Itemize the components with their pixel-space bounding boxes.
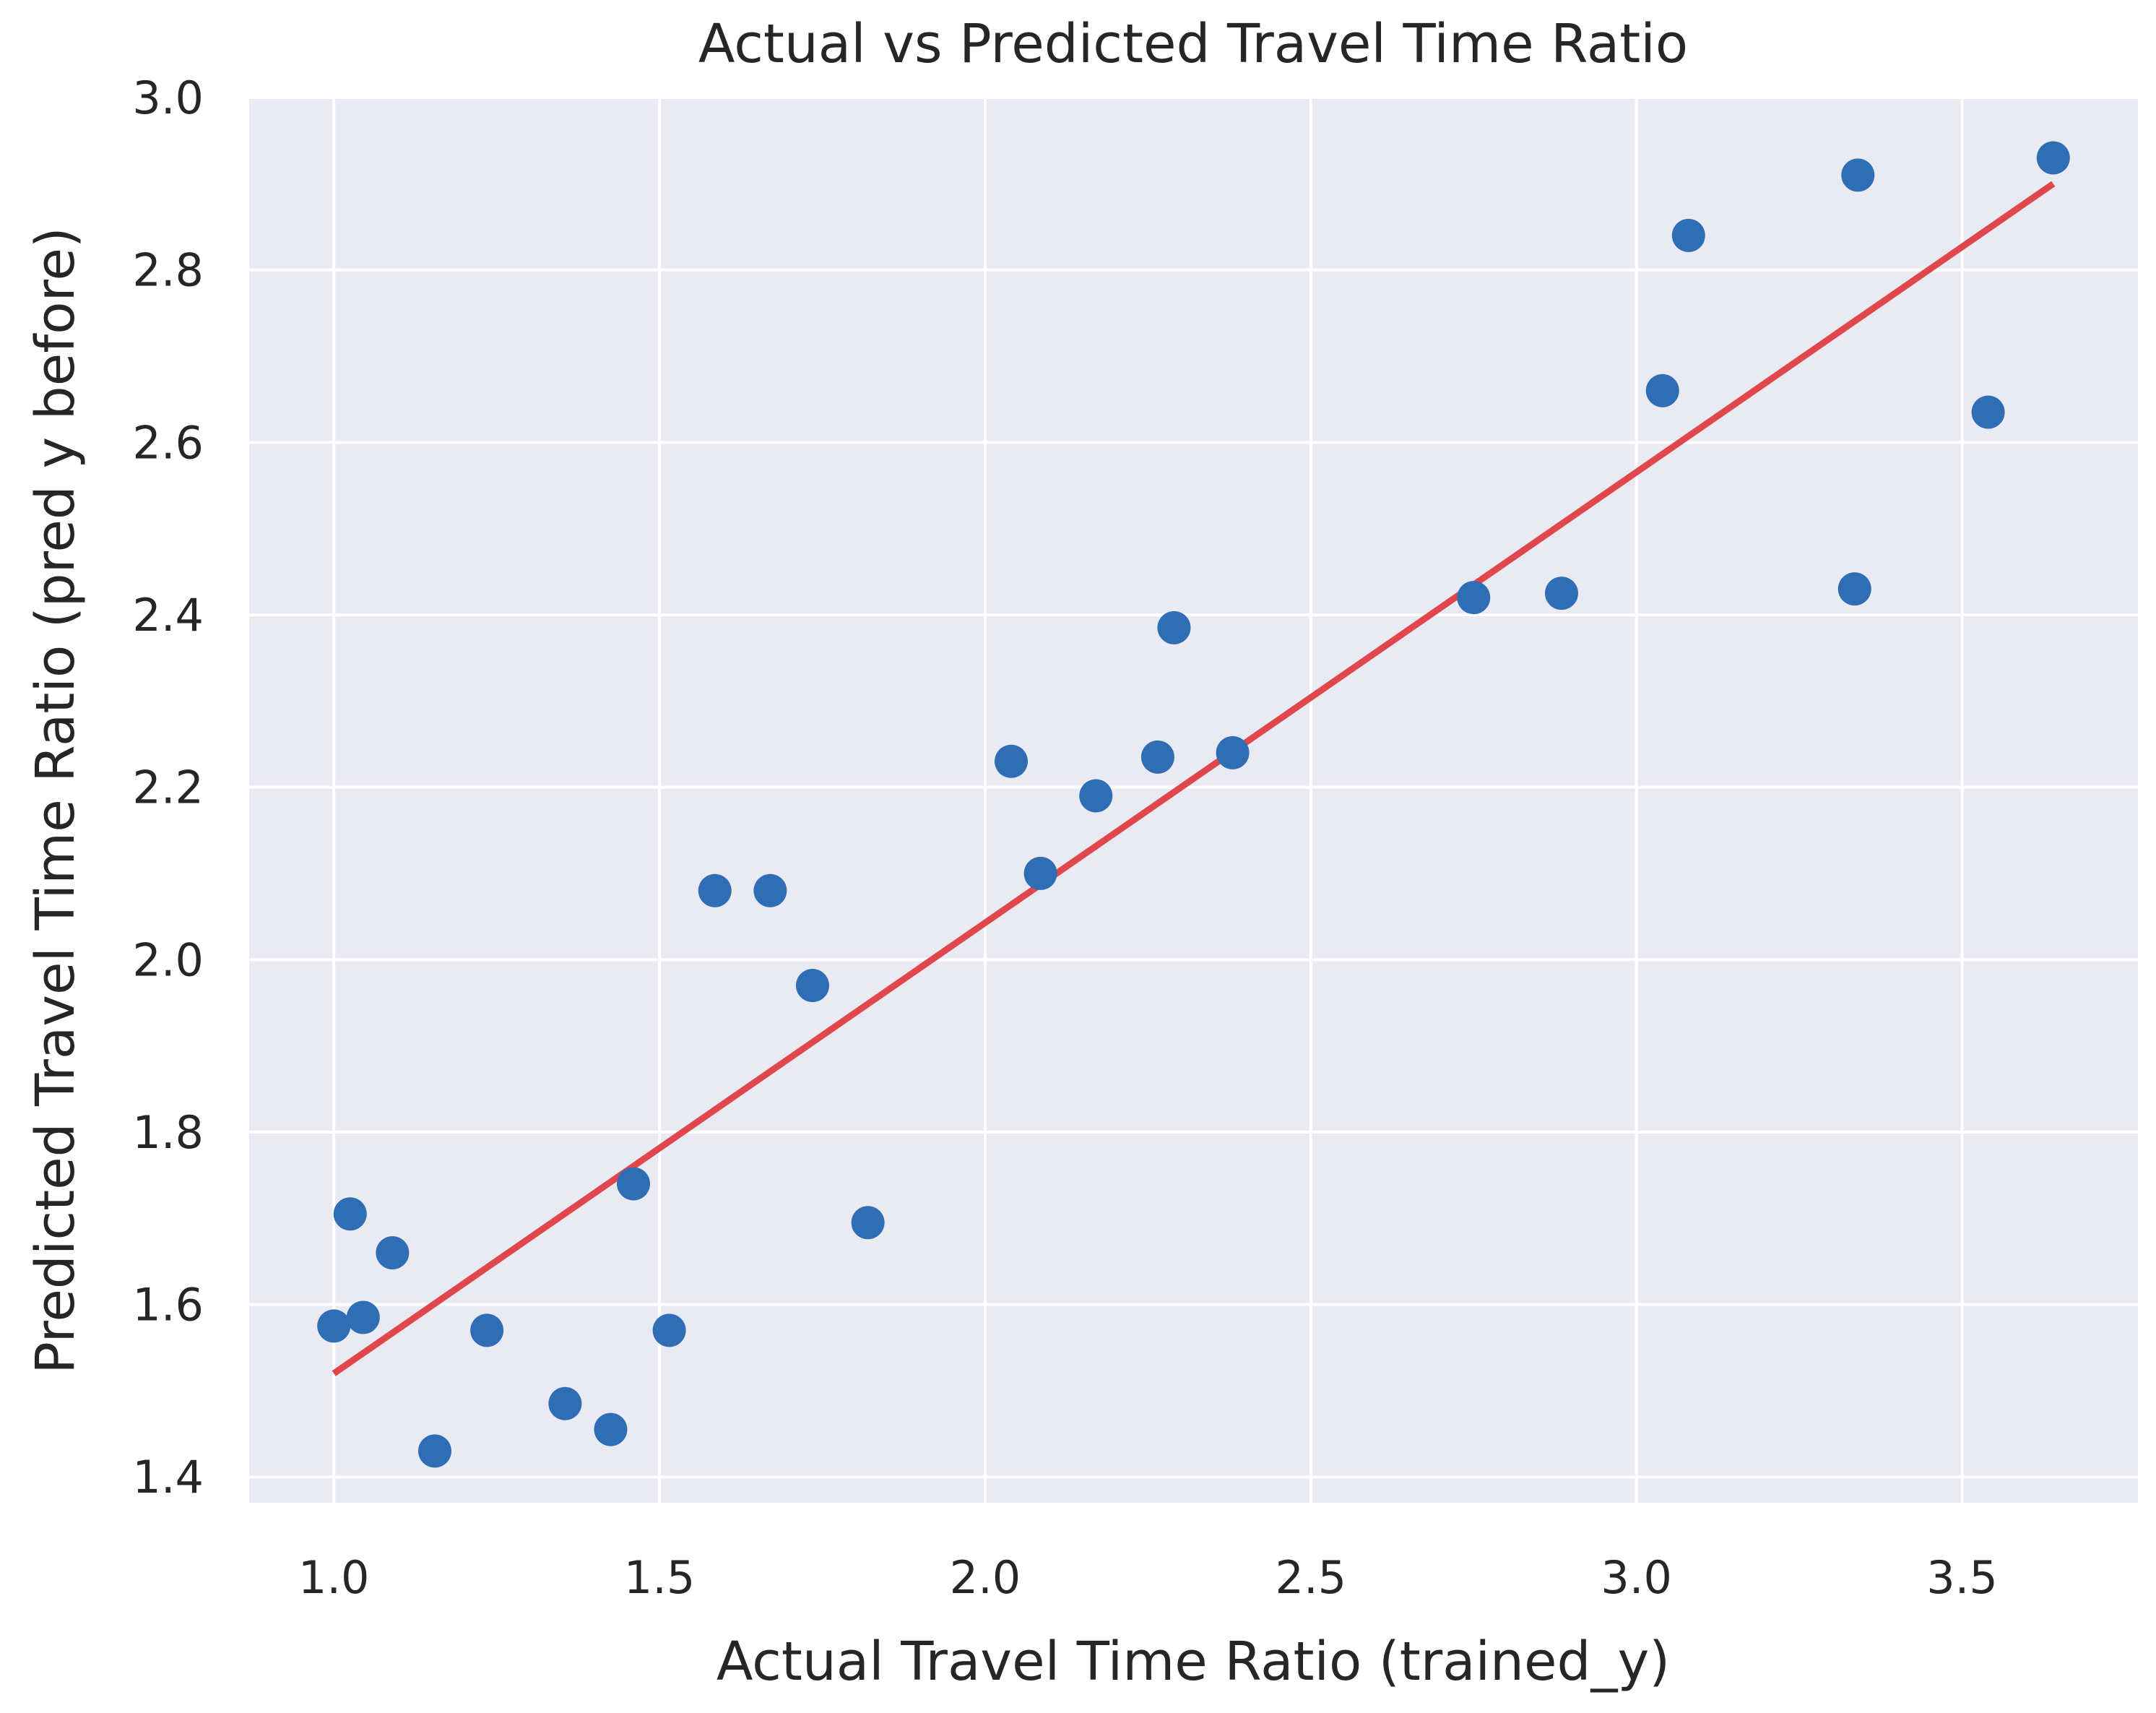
plot-area [249, 98, 2138, 1503]
scatter-point [1841, 158, 1875, 192]
scatter-point [1645, 374, 1679, 407]
scatter-point [1544, 577, 1578, 610]
scatter-point [594, 1412, 628, 1446]
x-tick-label: 2.5 [1276, 1551, 1347, 1604]
tick-labels: 1.0 1.5 2.0 2.5 3.0 3.5 1.4 1.6 1.8 2.0 2.2 2.4 2.6 2… [132, 72, 1997, 1604]
scatter-point [698, 873, 732, 907]
x-tick-label: 3.0 [1601, 1551, 1672, 1604]
scatter-point [1216, 735, 1250, 769]
scatter-point [795, 969, 829, 1003]
chart-title: Actual vs Predicted Travel Time Ratio [698, 13, 1688, 75]
scatter-point [548, 1386, 582, 1420]
x-tick-label: 1.5 [624, 1551, 696, 1604]
data-points [317, 141, 2070, 1468]
scatter-point [333, 1197, 367, 1231]
y-tick-label: 2.6 [132, 416, 204, 469]
scatter-point [1140, 740, 1174, 774]
scatter-point [346, 1300, 380, 1334]
scatter-point [317, 1309, 351, 1343]
scatter-point [1971, 395, 2005, 429]
scatter-point [470, 1313, 504, 1347]
y-tick-label: 2.2 [132, 761, 204, 814]
y-tick-label: 2.0 [132, 933, 204, 986]
scatter-point [1023, 856, 1057, 890]
y-axis-label: Predicted Travel Time Ratio (pred y befo… [25, 227, 87, 1374]
y-tick-label: 1.8 [132, 1106, 204, 1159]
scatter-point [1079, 779, 1113, 813]
scatter-point [376, 1235, 410, 1269]
scatter-point [617, 1167, 651, 1201]
y-tick-label: 1.6 [132, 1279, 204, 1332]
scatter-point [652, 1313, 686, 1347]
x-axis-label: Actual Travel Time Ratio (trained_y) [716, 1631, 1670, 1693]
scatter-point [2036, 141, 2070, 175]
scatter-point [1837, 572, 1871, 606]
y-tick-label: 3.0 [132, 72, 204, 124]
scatter-point [417, 1434, 451, 1468]
x-tick-label: 2.0 [950, 1551, 1021, 1604]
scatter-point [1157, 610, 1191, 644]
grid-lines [249, 96, 2138, 1503]
scatter-point [753, 873, 787, 907]
y-tick-label: 1.4 [132, 1451, 204, 1503]
scatter-point [995, 744, 1029, 778]
y-tick-label: 2.4 [132, 589, 204, 642]
x-tick-label: 3.5 [1926, 1551, 1998, 1604]
scatter-point [851, 1206, 885, 1240]
scatter-point [1671, 218, 1705, 252]
x-tick-label: 1.0 [298, 1551, 370, 1604]
scatter-point [1457, 581, 1491, 615]
y-tick-label: 2.8 [132, 244, 204, 297]
